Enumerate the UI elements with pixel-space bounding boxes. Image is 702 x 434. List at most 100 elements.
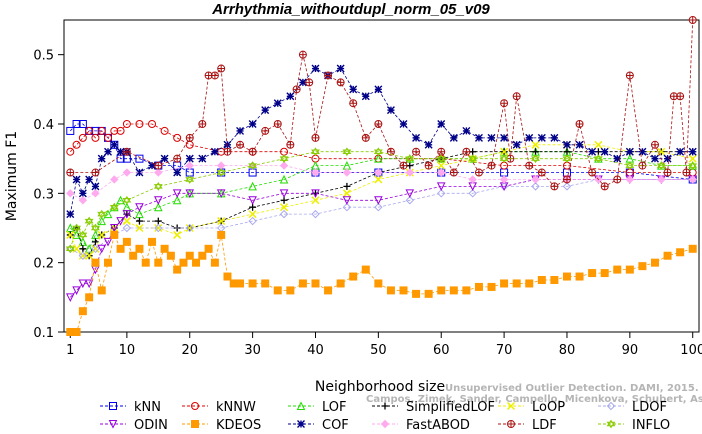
point-cof-17 <box>223 140 232 149</box>
point-cof-1 <box>72 175 81 184</box>
point-fastabod-22 <box>688 175 697 184</box>
series-line-simplifiedlof <box>70 151 693 257</box>
point-kdeos-37 <box>361 265 370 274</box>
point-ldof-18 <box>562 182 572 191</box>
point-inflo-1 <box>72 223 82 233</box>
point-kdeos-6 <box>104 258 113 267</box>
point-ldf-10 <box>223 147 232 156</box>
legend-marker-inflo <box>606 419 616 429</box>
point-ldof-14 <box>437 189 446 198</box>
point-ldof-15 <box>468 189 477 198</box>
point-kdeos-38 <box>374 279 383 288</box>
point-kdeos-40 <box>399 286 408 295</box>
point-inflo-16 <box>405 154 415 164</box>
point-inflo-4 <box>91 223 100 233</box>
point-ldf-44 <box>613 175 622 184</box>
legend-item-odin: ODIN <box>100 418 168 433</box>
point-odin-1 <box>72 286 81 296</box>
series-line-fastabod <box>70 165 693 201</box>
y-tick-label-0: 0.1 <box>33 326 54 341</box>
x-tick-label-10: 100 <box>680 343 702 358</box>
y-tick-label-1: 0.2 <box>33 257 54 272</box>
point-ldf-37 <box>525 161 534 170</box>
point-knnw-1 <box>72 140 81 149</box>
legend-label-odin: ODIN <box>134 418 168 433</box>
point-cof-10 <box>135 168 144 177</box>
point-inflo-9 <box>185 175 195 184</box>
point-kdeos-15 <box>160 244 169 253</box>
y-tick-label-4: 0.5 <box>33 49 54 64</box>
point-inflo-2 <box>78 230 88 240</box>
point-kdeos-31 <box>286 286 295 295</box>
point-loop-4 <box>91 244 100 253</box>
point-cof-33 <box>424 140 433 149</box>
point-kdeos-32 <box>298 279 307 288</box>
point-ldf-15 <box>286 140 295 149</box>
point-ldf-13 <box>261 126 270 135</box>
legend-label-simplifiedlof: SimplifiedLOF <box>406 400 495 415</box>
point-fastabod-0 <box>66 189 75 198</box>
point-kdeos-20 <box>192 258 201 267</box>
series-line-kdeos <box>70 233 693 333</box>
point-knnw-10 <box>135 120 144 128</box>
point-ldof-10 <box>311 209 320 219</box>
legend-label-cof: COF <box>322 418 349 433</box>
point-lof-15 <box>248 181 257 191</box>
point-loop-11 <box>185 223 194 233</box>
point-cof-24 <box>311 64 320 73</box>
point-odin-14 <box>216 189 226 198</box>
point-cof-13 <box>173 168 182 177</box>
point-odin-16 <box>279 189 289 198</box>
point-ldf-52 <box>688 16 697 24</box>
point-loop-15 <box>311 196 320 205</box>
point-ldf-22 <box>349 99 358 108</box>
point-inflo-0 <box>65 244 75 254</box>
point-kdeos-29 <box>261 279 270 288</box>
series-line-ldof <box>70 179 693 257</box>
point-ldf-47 <box>650 140 659 149</box>
point-kdeos-50 <box>525 279 534 288</box>
point-kdeos-35 <box>336 279 345 288</box>
point-cof-11 <box>148 161 157 170</box>
point-kdeos-8 <box>116 244 125 253</box>
point-ldf-42 <box>588 168 597 177</box>
point-cof-0 <box>66 210 75 219</box>
point-kdeos-24 <box>217 230 226 239</box>
legend-label-inflo: INFLO <box>632 418 670 433</box>
point-ldf-16 <box>292 85 301 94</box>
point-kdeos-61 <box>663 251 672 260</box>
point-fastabod-20 <box>625 175 635 184</box>
legend-label-fastabod: FastABOD <box>406 418 470 433</box>
point-ldf-38 <box>537 168 546 177</box>
point-odin-10 <box>135 203 144 212</box>
point-odin-7 <box>109 224 119 233</box>
point-cof-22 <box>286 92 295 101</box>
point-ldf-36 <box>512 92 521 101</box>
point-knnw-2 <box>78 133 87 142</box>
chart-title: Arrhythmia_withoutdupl_norm_05_v09 <box>211 1 490 18</box>
point-fastabod-11 <box>342 168 352 177</box>
point-kdeos-34 <box>324 286 333 295</box>
point-ldof-13 <box>405 196 414 205</box>
point-lof-6 <box>103 209 113 219</box>
point-inflo-20 <box>531 154 540 164</box>
y-axis-label: Maximum F1 <box>4 131 20 221</box>
point-kdeos-5 <box>97 286 106 295</box>
point-odin-2 <box>78 279 88 289</box>
point-kdeos-2 <box>78 307 87 316</box>
point-kdeos-62 <box>676 248 685 257</box>
point-ldof-17 <box>531 182 540 191</box>
point-odin-8 <box>116 217 125 226</box>
point-cof-51 <box>650 154 659 163</box>
legend-label-knnw: kNNW <box>216 400 256 415</box>
point-kdeos-63 <box>688 244 697 253</box>
point-kdeos-51 <box>537 276 546 284</box>
point-cof-32 <box>412 133 421 142</box>
point-loop-13 <box>248 210 257 219</box>
legend-item-cof: COF <box>288 418 349 433</box>
point-ldf-29 <box>437 147 446 156</box>
point-ldf-20 <box>324 71 333 80</box>
point-ldf-19 <box>311 133 320 142</box>
point-kdeos-11 <box>135 244 144 253</box>
point-loop-21 <box>500 147 509 156</box>
